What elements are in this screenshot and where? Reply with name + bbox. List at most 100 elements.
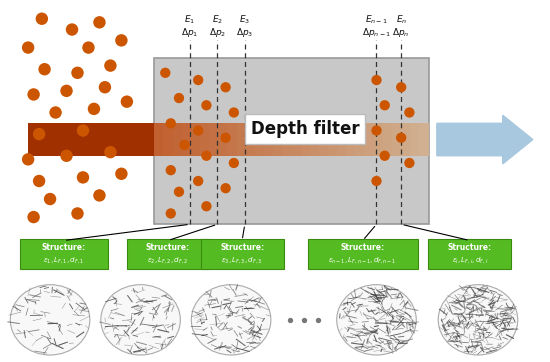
Point xyxy=(221,84,230,90)
Point xyxy=(90,106,98,112)
Point xyxy=(372,178,381,184)
Bar xyxy=(155,58,428,224)
Point xyxy=(79,128,87,134)
FancyArrow shape xyxy=(437,115,533,164)
Bar xyxy=(328,123,338,156)
Point xyxy=(229,160,238,166)
Point xyxy=(35,178,43,184)
Text: $\Delta p_{1}$: $\Delta p_{1}$ xyxy=(182,26,199,39)
Bar xyxy=(301,123,310,156)
Point xyxy=(35,131,43,137)
Text: $E_{n-1}$: $E_{n-1}$ xyxy=(365,13,388,26)
Point xyxy=(380,153,389,159)
Ellipse shape xyxy=(101,285,180,355)
Point xyxy=(405,110,414,115)
FancyBboxPatch shape xyxy=(428,239,511,269)
Bar xyxy=(218,123,228,156)
Point xyxy=(161,70,170,76)
Point xyxy=(202,203,211,209)
Bar xyxy=(292,123,301,156)
Point xyxy=(285,317,294,323)
Point xyxy=(62,153,71,159)
Ellipse shape xyxy=(438,285,518,355)
Point xyxy=(166,121,175,126)
Point xyxy=(84,45,93,50)
Text: $E_{1}$: $E_{1}$ xyxy=(184,13,196,26)
Point xyxy=(166,211,175,216)
Bar xyxy=(410,123,420,156)
Point xyxy=(123,99,131,105)
Bar xyxy=(163,123,173,156)
Text: $E_{n}$: $E_{n}$ xyxy=(395,13,407,26)
Point xyxy=(221,135,230,140)
Bar xyxy=(191,123,201,156)
Point xyxy=(101,84,109,90)
Text: Structure:: Structure: xyxy=(42,243,86,252)
Point xyxy=(174,189,183,195)
Ellipse shape xyxy=(337,285,416,355)
Bar xyxy=(420,123,429,156)
Text: $\varepsilon_2, L_{F,2}, d_{F,2}$: $\varepsilon_2, L_{F,2}, d_{F,2}$ xyxy=(147,255,189,265)
Text: $\Delta p_{n-1}$: $\Delta p_{n-1}$ xyxy=(362,26,391,39)
Bar xyxy=(319,123,328,156)
FancyBboxPatch shape xyxy=(307,239,418,269)
Bar xyxy=(173,123,182,156)
Text: Depth filter: Depth filter xyxy=(251,120,360,138)
Text: $\varepsilon_i, L_{F,i}, d_{F,i}$: $\varepsilon_i, L_{F,i}, d_{F,i}$ xyxy=(452,255,488,265)
Bar xyxy=(346,123,356,156)
Point xyxy=(29,214,38,220)
Point xyxy=(51,110,60,115)
Bar xyxy=(401,123,411,156)
Point xyxy=(194,178,202,184)
Bar xyxy=(28,123,155,156)
Point xyxy=(229,110,238,115)
Bar xyxy=(355,123,365,156)
Bar xyxy=(236,123,246,156)
Point xyxy=(166,167,175,173)
Point xyxy=(37,16,46,22)
Text: Structure:: Structure: xyxy=(146,243,190,252)
Point xyxy=(73,211,82,216)
Text: $E_{2}$: $E_{2}$ xyxy=(212,13,223,26)
Bar xyxy=(365,123,375,156)
Point xyxy=(95,193,104,198)
Point xyxy=(46,196,54,202)
Bar xyxy=(337,123,347,156)
Text: $\Delta p_{3}$: $\Delta p_{3}$ xyxy=(236,26,254,39)
Point xyxy=(95,20,104,25)
Text: $\Delta p_{n}$: $\Delta p_{n}$ xyxy=(393,26,410,39)
Text: $\varepsilon_3, L_{F,3}, d_{F,3}$: $\varepsilon_3, L_{F,3}, d_{F,3}$ xyxy=(222,255,263,265)
Point xyxy=(202,153,211,159)
FancyBboxPatch shape xyxy=(201,239,283,269)
Bar xyxy=(374,123,383,156)
Point xyxy=(397,84,405,90)
Bar xyxy=(310,123,320,156)
Bar xyxy=(392,123,402,156)
Text: $E_{3}$: $E_{3}$ xyxy=(239,13,250,26)
Point xyxy=(405,160,414,166)
Text: $\Delta p_{2}$: $\Delta p_{2}$ xyxy=(209,26,226,39)
Point xyxy=(106,149,115,155)
Bar xyxy=(209,123,219,156)
Point xyxy=(68,27,76,33)
Text: $\varepsilon_{n-1}, L_{F,n-1}, d_{F,n-1}$: $\varepsilon_{n-1}, L_{F,n-1}, d_{F,n-1}… xyxy=(328,255,397,265)
Bar xyxy=(200,123,210,156)
Point xyxy=(29,92,38,97)
Ellipse shape xyxy=(10,285,90,355)
Bar xyxy=(255,123,265,156)
Point xyxy=(106,63,115,68)
Bar xyxy=(273,123,283,156)
Point xyxy=(397,135,405,140)
Text: Structure:: Structure: xyxy=(340,243,385,252)
Bar xyxy=(182,123,191,156)
Point xyxy=(117,37,126,43)
Ellipse shape xyxy=(191,285,271,355)
Bar xyxy=(228,123,237,156)
Point xyxy=(174,95,183,101)
Point xyxy=(62,88,71,94)
Point xyxy=(313,317,322,323)
Point xyxy=(194,77,202,83)
Point xyxy=(299,317,308,323)
Point xyxy=(180,142,189,148)
Point xyxy=(380,102,389,108)
